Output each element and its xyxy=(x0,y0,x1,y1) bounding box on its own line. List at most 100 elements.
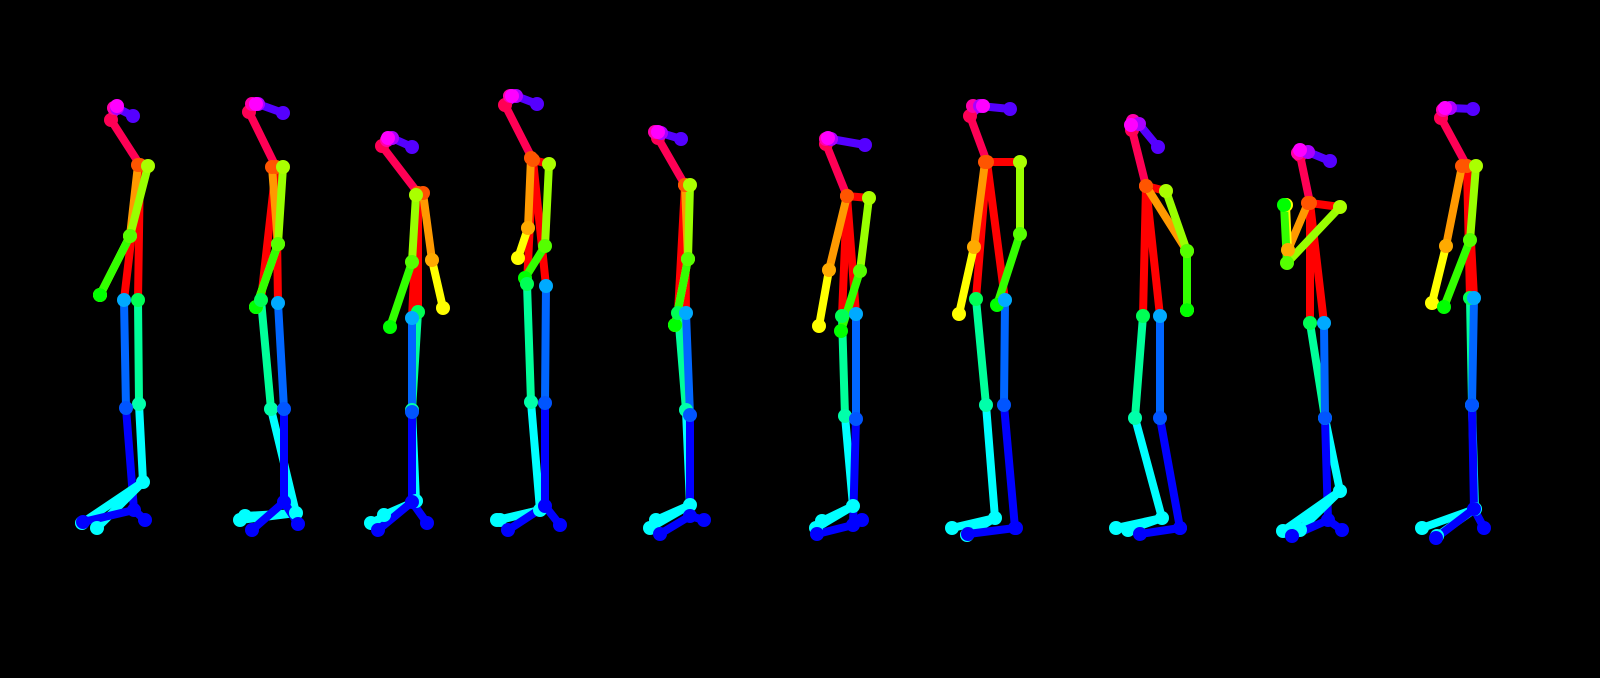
joint-l-elbow xyxy=(681,252,695,266)
limb-r-forearm xyxy=(815,266,833,330)
limb-neck-nose xyxy=(378,142,422,197)
joint-l-ankle xyxy=(1467,502,1481,516)
limb-r-shin xyxy=(135,400,147,486)
limb-r-shin xyxy=(527,398,544,514)
skeleton-figure-4 xyxy=(490,89,567,537)
limb-neck-nose xyxy=(654,134,689,189)
joint-r-heel xyxy=(377,508,391,522)
joint-r-ear xyxy=(976,99,990,113)
joint-r-heel xyxy=(90,521,104,535)
limb-r-thigh xyxy=(972,295,990,409)
limb-l-thigh xyxy=(1320,319,1329,422)
joint-l-heel xyxy=(1335,523,1349,537)
joint-l-toe xyxy=(76,515,90,529)
joint-l-knee xyxy=(1318,411,1332,425)
joint-r-ear xyxy=(505,89,519,103)
limb-r-upper-arm xyxy=(524,154,535,232)
limb-l-foot xyxy=(374,498,416,534)
limb-l-thigh xyxy=(120,296,130,412)
joint-r-elbow xyxy=(1281,243,1295,257)
joint-l-heel xyxy=(138,513,152,527)
limb-r-thigh xyxy=(523,280,535,406)
joint-l-hip xyxy=(405,311,419,325)
joint-r-hip xyxy=(969,292,983,306)
limb-neck-nose xyxy=(1128,126,1150,190)
limb-l-shin xyxy=(1000,401,1019,532)
joint-r-shoulder xyxy=(524,151,538,165)
joint-l-knee xyxy=(849,412,863,426)
joint-nose xyxy=(104,113,118,127)
skeleton-figure-9 xyxy=(1276,143,1349,543)
joint-l-toe xyxy=(810,527,824,541)
limb-r-thigh xyxy=(257,296,275,413)
joint-l-heel xyxy=(697,513,711,527)
joint-l-wrist xyxy=(1277,198,1291,212)
joint-l-wrist xyxy=(834,324,848,338)
joint-r-elbow xyxy=(1439,239,1453,253)
joint-l-heel xyxy=(855,513,869,527)
joint-r-knee xyxy=(838,409,852,423)
joint-r-ear xyxy=(1438,101,1452,115)
limb-l-thigh xyxy=(1000,296,1009,409)
joint-l-hip xyxy=(998,293,1012,307)
joint-l-shoulder xyxy=(409,188,423,202)
joint-l-toe xyxy=(501,523,515,537)
joint-l-hip xyxy=(539,279,553,293)
limb-r-forearm xyxy=(1428,242,1450,307)
limb-l-shin xyxy=(1156,414,1184,532)
joint-l-toe xyxy=(1429,531,1443,545)
limb-neck-nose xyxy=(1296,151,1314,207)
joint-r-hip xyxy=(131,293,145,307)
limb-l-thigh xyxy=(541,282,550,407)
skeleton-figure-1 xyxy=(75,99,155,535)
limb-r-upper-arm xyxy=(825,192,851,274)
joint-l-elbow xyxy=(271,237,285,251)
joint-l-hip xyxy=(849,307,863,321)
joint-l-heel xyxy=(1173,521,1187,535)
limb-l-upper-arm xyxy=(1162,187,1191,255)
skeleton-figures xyxy=(75,89,1491,545)
joint-r-ear xyxy=(381,131,395,145)
limb-r-shin xyxy=(1131,414,1166,522)
joint-l-shoulder xyxy=(1333,200,1347,214)
joint-l-shoulder xyxy=(1013,155,1027,169)
limb-l-upper-arm xyxy=(1466,162,1480,244)
joint-r-ear xyxy=(249,97,263,111)
limb-l-thigh xyxy=(1468,294,1478,409)
limb-l-shin xyxy=(1468,401,1478,513)
limb-l-foot xyxy=(248,498,288,534)
joint-r-knee xyxy=(264,402,278,416)
limb-l-upper-arm xyxy=(1283,203,1344,267)
limb-neck-nose xyxy=(501,101,537,164)
joint-l-toe xyxy=(961,527,975,541)
joint-l-shoulder xyxy=(683,178,697,192)
joint-r-shoulder xyxy=(840,189,854,203)
joint-l-heel xyxy=(1477,521,1491,535)
limb-r-thigh xyxy=(1131,312,1147,422)
joint-l-ear xyxy=(1003,102,1017,116)
limb-neck-l-hip xyxy=(1142,182,1164,320)
joint-l-elbow xyxy=(1180,244,1194,258)
joint-l-ankle xyxy=(405,495,419,509)
joint-l-wrist xyxy=(1437,300,1451,314)
limb-neck-nose xyxy=(1437,114,1471,170)
limb-r-shin xyxy=(982,401,999,522)
joint-r-ankle xyxy=(988,511,1002,525)
skeleton-figure-6 xyxy=(809,131,876,541)
joint-l-toe xyxy=(1133,527,1147,541)
joint-l-heel xyxy=(291,517,305,531)
joint-l-knee xyxy=(997,398,1011,412)
joint-l-shoulder xyxy=(276,160,290,174)
joint-r-ankle xyxy=(683,498,697,512)
joint-r-heel xyxy=(649,513,663,527)
joint-l-ear xyxy=(858,138,872,152)
limb-neck-l-hip xyxy=(529,156,550,290)
joint-l-ear xyxy=(276,106,290,120)
joint-l-toe xyxy=(1285,529,1299,543)
joint-r-knee xyxy=(1128,411,1142,425)
joint-l-toe xyxy=(371,523,385,537)
joint-r-knee xyxy=(132,397,146,411)
joint-l-ankle xyxy=(683,509,697,523)
joint-r-toe xyxy=(945,521,959,535)
